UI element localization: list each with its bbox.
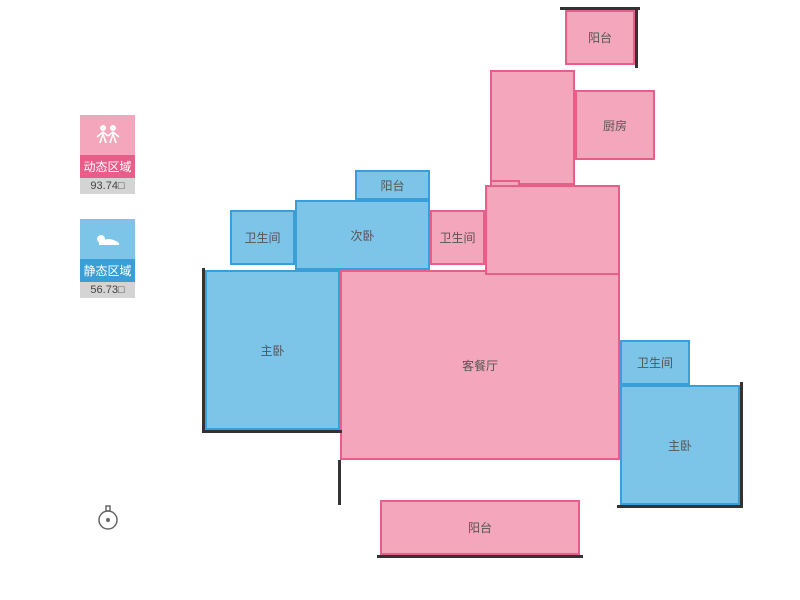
room-label: 阳台 xyxy=(380,177,404,194)
room-label: 客餐厅 xyxy=(462,357,498,374)
room-balcony-bottom: 阳台 xyxy=(380,500,580,555)
wall-segment xyxy=(377,555,583,558)
legend-static: 静态区域 56.73□ xyxy=(80,219,135,298)
wall-segment xyxy=(338,460,341,505)
legend-active: 动态区域 93.74□ xyxy=(80,115,135,194)
wall-segment xyxy=(740,382,743,508)
wall-segment xyxy=(560,7,640,10)
room-bath-left: 卫生间 xyxy=(230,210,295,265)
room-living-upper xyxy=(485,185,620,275)
room-label: 卫生间 xyxy=(244,229,280,246)
room-label: 阳台 xyxy=(588,29,612,46)
room-master-right: 主卧 xyxy=(620,385,740,505)
room-living: 客餐厅 xyxy=(340,270,620,460)
legend-static-label: 静态区域 xyxy=(80,259,135,282)
room-label: 次卧 xyxy=(350,227,374,244)
room-balcony-sec: 阳台 xyxy=(355,170,430,200)
room-label: 卫生间 xyxy=(637,354,673,371)
room-corridor-top xyxy=(490,70,575,185)
room-sec-bedroom: 次卧 xyxy=(295,200,430,270)
sleep-icon xyxy=(80,219,135,259)
wall-segment xyxy=(617,505,743,508)
room-label: 厨房 xyxy=(603,117,627,134)
legend-active-label: 动态区域 xyxy=(80,155,135,178)
room-label: 主卧 xyxy=(668,437,692,454)
wall-segment xyxy=(202,430,342,433)
people-icon xyxy=(80,115,135,155)
legend: 动态区域 93.74□ 静态区域 56.73□ xyxy=(80,115,135,298)
legend-static-area: 56.73□ xyxy=(80,282,135,298)
room-master-left: 主卧 xyxy=(205,270,340,430)
legend-active-area: 93.74□ xyxy=(80,178,135,194)
room-label: 主卧 xyxy=(260,342,284,359)
room-balcony-top: 阳台 xyxy=(565,10,635,65)
room-bath-right: 卫生间 xyxy=(620,340,690,385)
floorplan: 阳台厨房阳台阳台次卧卫生间卫生间客餐厅主卧卫生间主卧阳台 xyxy=(205,10,765,580)
compass-icon xyxy=(95,505,121,531)
room-bath-mid: 卫生间 xyxy=(430,210,485,265)
room-kitchen: 厨房 xyxy=(575,90,655,160)
room-label: 阳台 xyxy=(468,519,492,536)
wall-segment xyxy=(202,268,205,433)
wall-segment xyxy=(635,10,638,68)
room-label: 卫生间 xyxy=(439,229,475,246)
